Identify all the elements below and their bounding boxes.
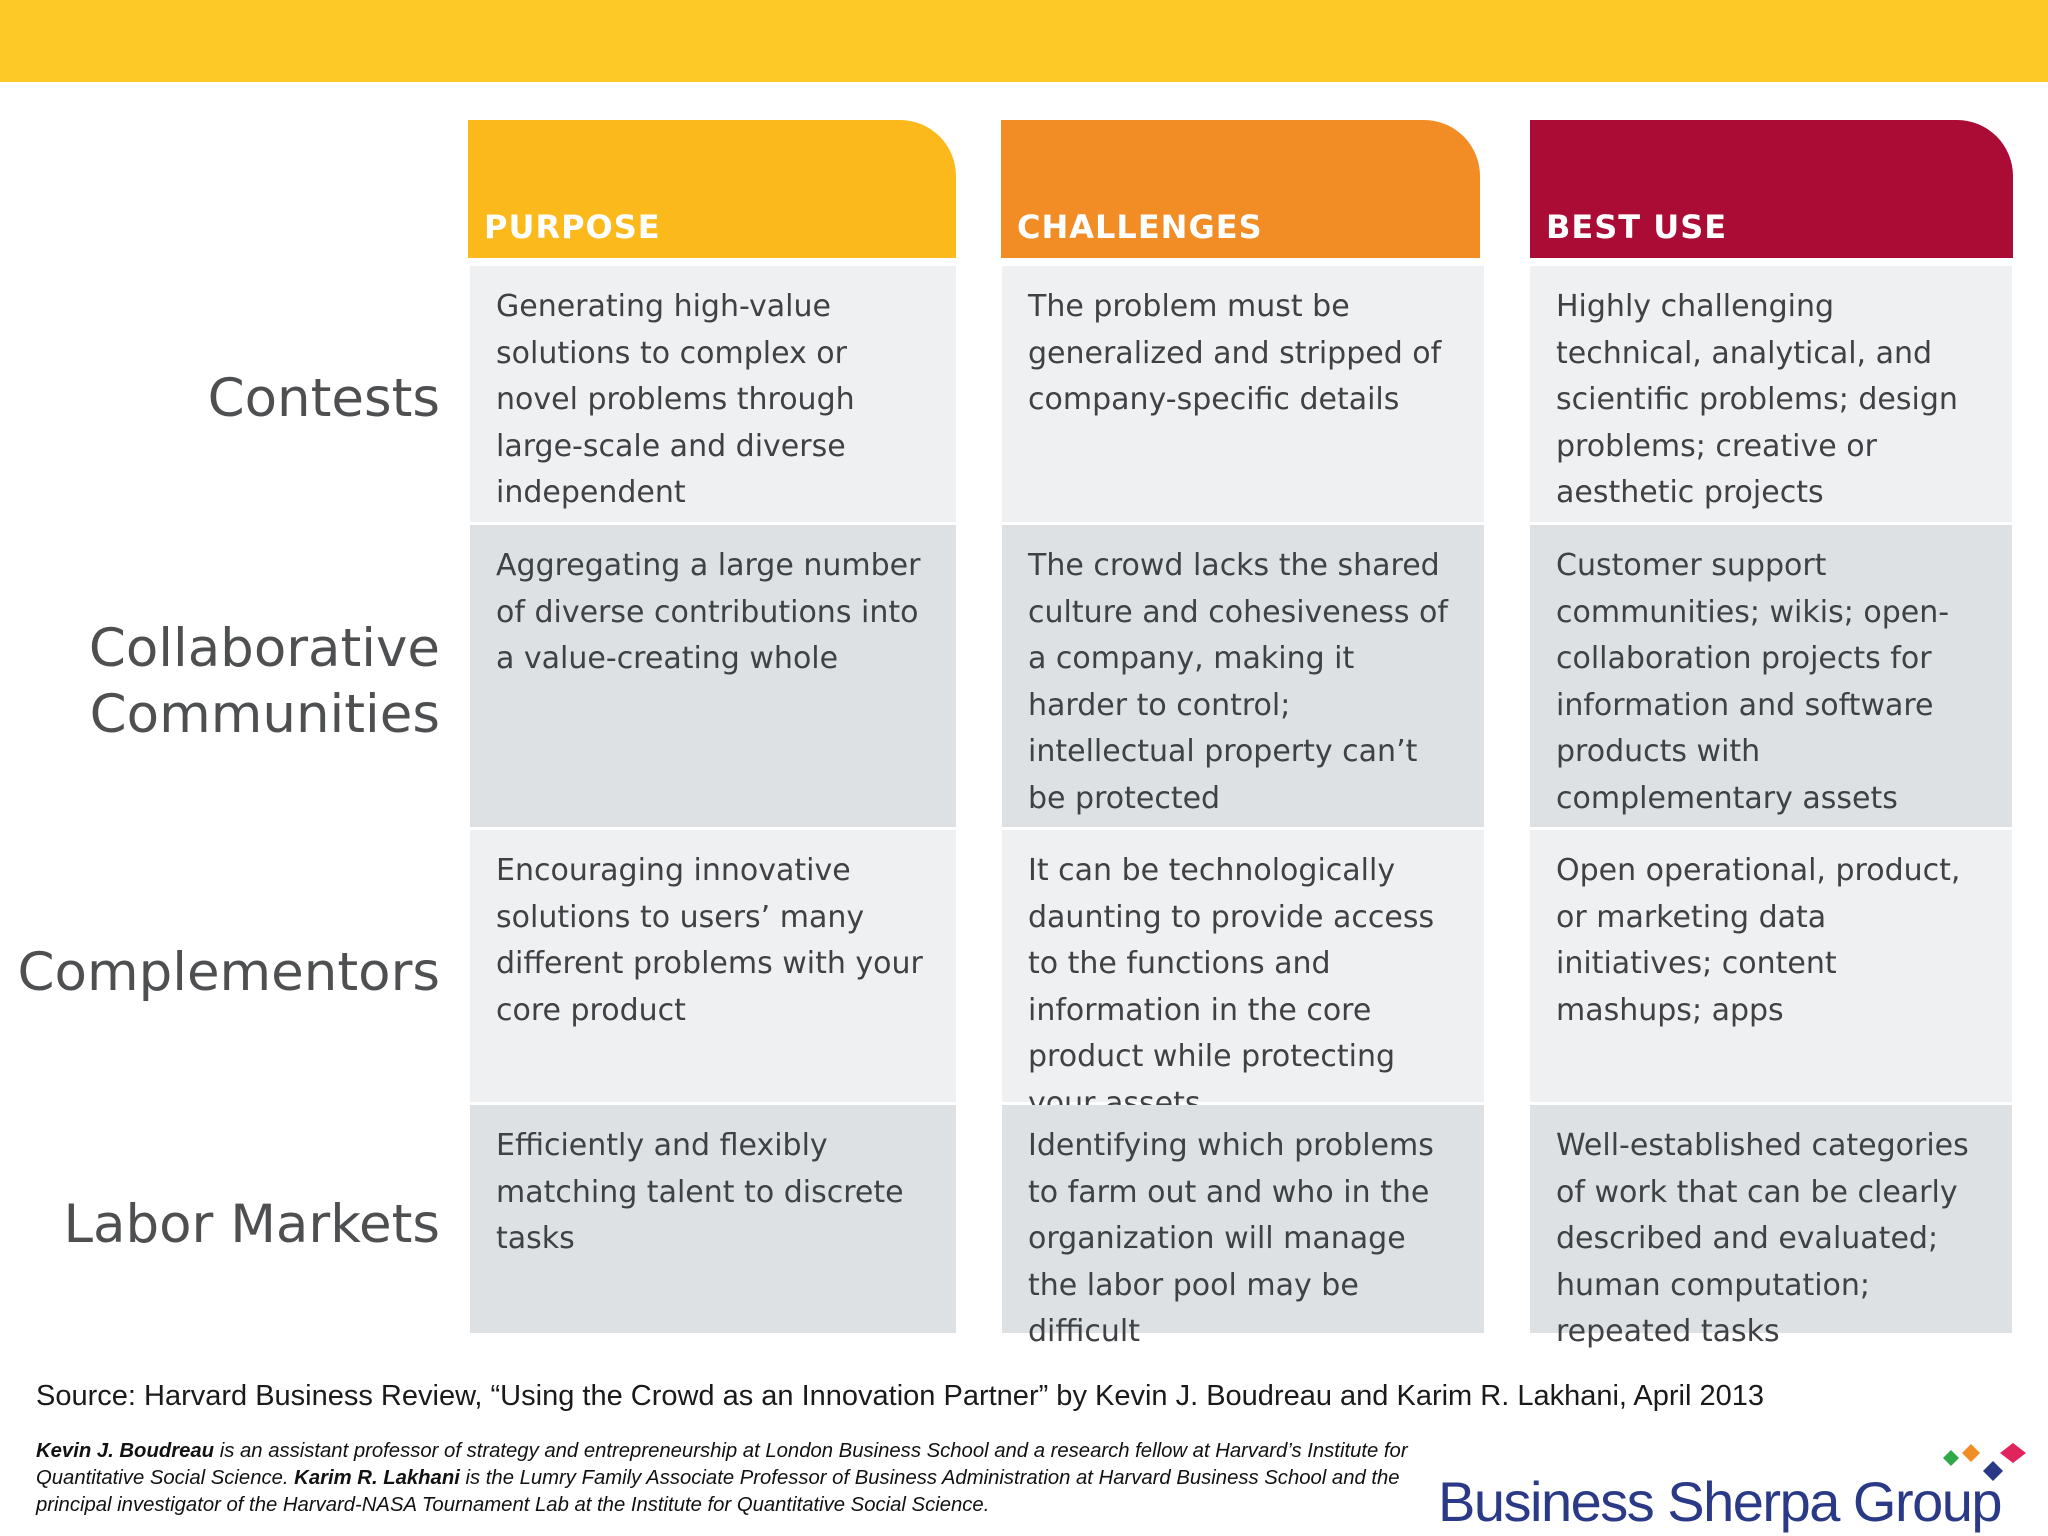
row-label-collaborative-communities: Collaborative Communities bbox=[88, 618, 440, 745]
column-header-best-use: BEST USE bbox=[1530, 120, 2013, 258]
cell-contests-best-use: Highly challenging technical, analytical… bbox=[1530, 266, 2012, 522]
cell-collaborative-purpose: Aggregating a large number of diverse co… bbox=[470, 525, 956, 827]
cell-complementors-challenges: It can be technologically daunting to pr… bbox=[1002, 830, 1484, 1121]
logo-diamond-green bbox=[1943, 1450, 1959, 1466]
top-accent-bar bbox=[0, 0, 2048, 82]
author-bio: Kevin J. Boudreau is an assistant profes… bbox=[36, 1438, 1466, 1519]
cell-complementors-purpose: Encouraging innovative solutions to user… bbox=[470, 830, 956, 1102]
cell-contests-challenges: The problem must be generalized and stri… bbox=[1002, 266, 1484, 522]
author-bio-boudreau: is an assistant professor of strategy an… bbox=[36, 1440, 1408, 1489]
logo-diamonds-icon bbox=[1943, 1443, 2026, 1481]
source-citation: Source: Harvard Business Review, “Using … bbox=[36, 1380, 1765, 1412]
row-label-contests: Contests bbox=[207, 368, 440, 429]
author-name-lakhani: Karim R. Lakhani bbox=[294, 1467, 460, 1489]
column-header-challenges: CHALLENGES bbox=[1001, 120, 1480, 258]
cell-labor-purpose: Efficiently and flexibly matching talent… bbox=[470, 1105, 956, 1333]
cell-labor-challenges: Identifying which problems to farm out a… bbox=[1002, 1105, 1484, 1349]
row-label-labor-markets: Labor Markets bbox=[63, 1194, 440, 1255]
cell-complementors-best-use: Open operational, product, or marketing … bbox=[1530, 830, 2012, 1102]
logo-business-sherpa-group: Business Sherpa Group bbox=[1438, 1470, 2003, 1533]
author-name-boudreau: Kevin J. Boudreau bbox=[36, 1440, 215, 1462]
logo-diamond-orange bbox=[1962, 1444, 1980, 1462]
logo-diamond-pink bbox=[2000, 1443, 2026, 1463]
row-label-complementors: Complementors bbox=[17, 942, 440, 1003]
logo-diamond-blue bbox=[1983, 1461, 2003, 1481]
cell-collaborative-best-use: Customer support communities; wikis; ope… bbox=[1530, 525, 2012, 862]
cell-collaborative-challenges: The crowd lacks the shared culture and c… bbox=[1002, 525, 1484, 827]
cell-labor-best-use: Well-established categories of work that… bbox=[1530, 1105, 2012, 1349]
cell-contests-purpose: Generating high-value solutions to compl… bbox=[470, 266, 956, 557]
author-bio-lakhani: is the Lumry Family Associate Professor … bbox=[36, 1467, 1400, 1516]
column-header-purpose: PURPOSE bbox=[468, 120, 956, 258]
